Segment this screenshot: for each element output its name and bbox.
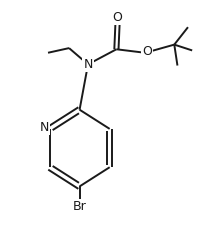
Text: O: O (113, 11, 122, 24)
Text: N: N (40, 121, 49, 134)
Text: Br: Br (73, 200, 86, 213)
Text: N: N (83, 58, 93, 71)
Text: O: O (142, 45, 152, 58)
